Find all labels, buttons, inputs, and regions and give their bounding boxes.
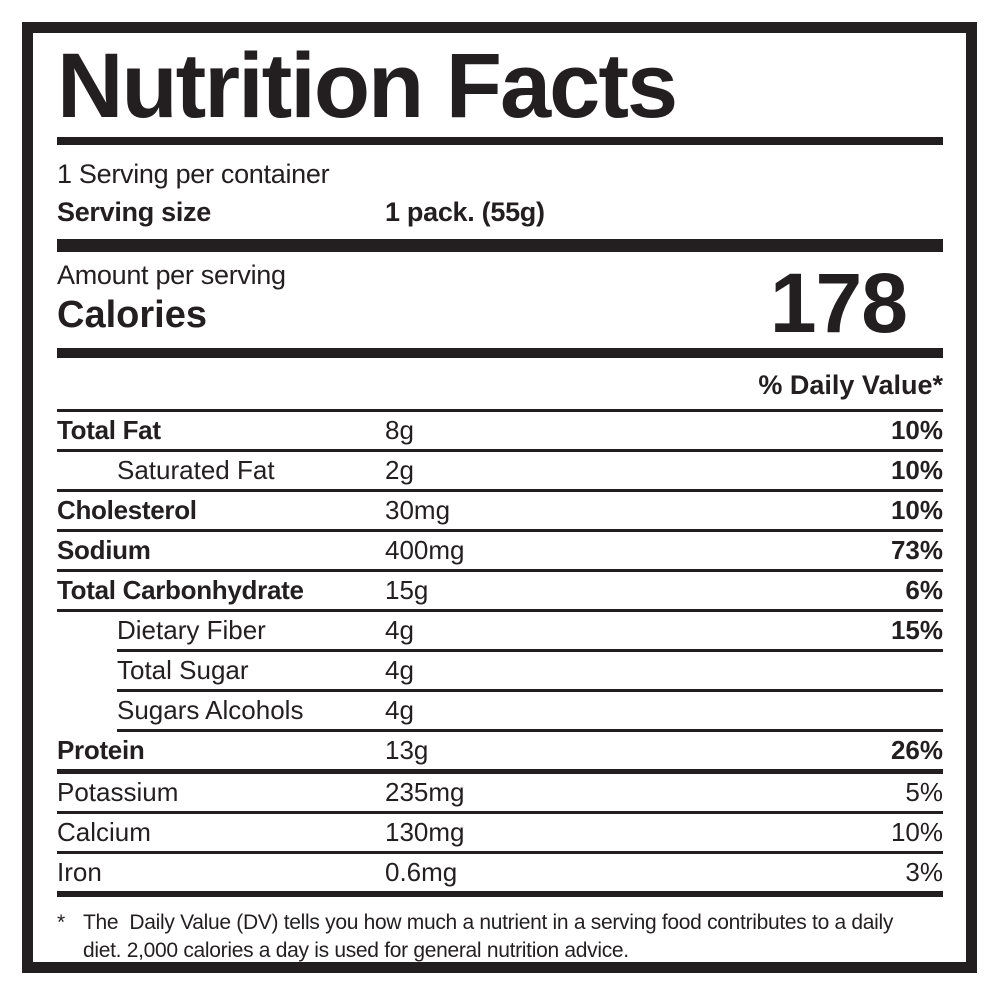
nutrient-row-sodium: Sodium 400mg 73%	[57, 532, 943, 569]
nutrient-name: Sodium	[57, 534, 151, 565]
nutrient-daily-value: 10%	[890, 494, 943, 525]
row-divider	[117, 728, 943, 732]
nutrient-daily-value: 5%	[905, 776, 943, 807]
title-divider-bar	[57, 137, 943, 146]
nutrient-amount: 30mg	[385, 494, 451, 525]
nutrient-amount: 4g	[385, 654, 414, 685]
nutrient-name: Cholesterol	[57, 494, 197, 525]
nutrient-row-potassium: Potassium 235mg 5%	[57, 774, 943, 811]
nutrient-row-protein: Protein 13g 26%	[57, 732, 943, 769]
daily-value-footnote: * The Daily Value (DV) tells you how muc…	[57, 909, 943, 963]
nutrient-row-total-sugar: Total Sugar 4g	[57, 652, 943, 689]
nutrient-row-saturated-fat: Saturated Fat 2g 10%	[57, 452, 943, 489]
serving-section-bar	[57, 239, 943, 253]
nutrient-name: Total Carbonhydrate	[57, 574, 304, 605]
calories-section: Amount per serving Calories 178	[57, 260, 943, 345]
nutrient-row-total-carbohydrate: Total Carbonhydrate 15g 6%	[57, 572, 943, 609]
nutrient-name: Protein	[57, 734, 145, 765]
nutrient-row-iron: Iron 0.6mg 3%	[57, 854, 943, 891]
nutrient-amount: 130mg	[385, 816, 465, 847]
calories-section-bar	[57, 347, 943, 358]
calories-value: 178	[769, 256, 908, 351]
nutrient-name: Potassium	[57, 776, 179, 807]
nutrient-amount: 4g	[385, 614, 414, 645]
nutrient-name: Total Sugar	[117, 654, 249, 685]
nutrient-daily-value: 3%	[905, 856, 943, 887]
nutrient-amount: 2g	[385, 454, 414, 485]
nutrient-daily-value: 10%	[890, 816, 943, 847]
nutrient-name: Dietary Fiber	[117, 614, 266, 645]
nutrient-daily-value: 73%	[890, 534, 943, 565]
protein-section-divider	[57, 768, 943, 774]
nutrient-name: Sugars Alcohols	[117, 694, 304, 725]
calories-label: Calories	[57, 293, 207, 336]
nutrient-name: Iron	[57, 856, 102, 887]
table-bottom-bar	[57, 890, 943, 897]
nutrient-amount: 4g	[385, 694, 414, 725]
amount-per-serving-label: Amount per serving	[57, 260, 286, 291]
nutrient-row-dietary-fiber: Dietary Fiber 4g 15%	[57, 612, 943, 649]
nutrient-daily-value: 26%	[890, 734, 943, 765]
nutrient-name: Calcium	[57, 816, 151, 847]
nutrient-name: Total Fat	[57, 414, 161, 445]
label-title: Nutrition Facts	[57, 35, 678, 137]
nutrition-facts-label: Nutrition Facts 1 Serving per container …	[22, 22, 977, 973]
nutrient-amount: 0.6mg	[385, 856, 458, 887]
row-divider	[57, 408, 943, 412]
row-divider	[57, 850, 943, 854]
daily-value-header: % Daily Value*	[758, 369, 943, 400]
nutrient-row-calcium: Calcium 130mg 10%	[57, 814, 943, 851]
nutrient-row-total-fat: Total Fat 8g 10%	[57, 412, 943, 449]
row-divider	[117, 688, 943, 692]
nutrient-daily-value: 6%	[905, 574, 943, 605]
servings-per-container: 1 Serving per container	[57, 159, 330, 190]
row-divider	[57, 608, 943, 612]
nutrient-amount: 15g	[385, 574, 429, 605]
nutrient-daily-value: 15%	[890, 614, 943, 645]
row-divider	[57, 488, 943, 492]
row-divider	[57, 810, 943, 814]
serving-size-row: Serving size 1 pack. (55g)	[57, 199, 943, 226]
nutrient-daily-value: 10%	[890, 414, 943, 445]
row-divider	[57, 528, 943, 532]
nutrient-row-sugars-alcohols: Sugars Alcohols 4g	[57, 692, 943, 729]
serving-size-label: Serving size	[57, 197, 211, 228]
nutrient-amount: 400mg	[385, 534, 465, 565]
row-divider	[57, 568, 943, 572]
nutrient-amount: 235mg	[385, 776, 465, 807]
nutrient-row-cholesterol: Cholesterol 30mg 10%	[57, 492, 943, 529]
nutrient-amount: 8g	[385, 414, 414, 445]
nutrient-amount: 13g	[385, 734, 429, 765]
footnote-asterisk: *	[57, 910, 65, 934]
serving-size-value: 1 pack. (55g)	[385, 197, 545, 228]
footnote-text: The Daily Value (DV) tells you how much …	[83, 910, 894, 963]
row-divider	[117, 648, 943, 652]
nutrient-daily-value: 10%	[890, 454, 943, 485]
nutrient-name: Saturated Fat	[117, 454, 275, 485]
row-divider	[57, 448, 943, 452]
